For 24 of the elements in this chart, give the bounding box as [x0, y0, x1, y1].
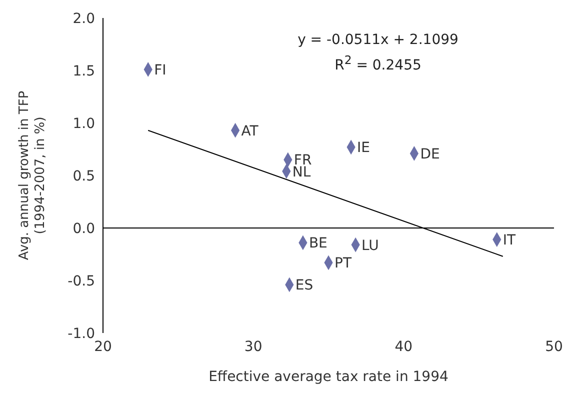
- y-tick-label: 1.5: [72, 63, 95, 80]
- x-tick-label: 30: [244, 338, 262, 355]
- y-tick-label: 0.5: [72, 168, 95, 184]
- annotation: IT: [502, 232, 516, 249]
- x-tick-label: 40: [394, 338, 413, 355]
- annotation: LU: [362, 238, 379, 254]
- annotation: y = -0.0511x + 2.1099: [296, 31, 460, 50]
- y-tick-label: 1.0: [72, 116, 95, 132]
- x-tick-label: 20: [94, 338, 112, 355]
- x-axis-title: Effective average tax rate in 1994: [208, 369, 449, 385]
- y-tick-label: 2.0: [72, 10, 95, 27]
- annotation: AT: [241, 123, 259, 140]
- x-tick-label: 50: [545, 338, 563, 355]
- y-tick-label: -0.5: [68, 273, 95, 290]
- annotation: ES: [295, 278, 314, 294]
- y-axis-title: Avg. annual growth in TFP (1994-2007, in %): [17, 90, 48, 260]
- annotation: R$^{2}$ = 0.2455: [334, 52, 422, 76]
- y-tick-label: -1.0: [68, 326, 95, 342]
- y-tick-label: 0.0: [72, 220, 95, 237]
- annotation: PT: [334, 256, 352, 272]
- annotation: DE: [420, 146, 440, 162]
- annotation: IE: [357, 140, 370, 156]
- annotation: FI: [154, 62, 166, 78]
- annotation: BE: [308, 236, 328, 252]
